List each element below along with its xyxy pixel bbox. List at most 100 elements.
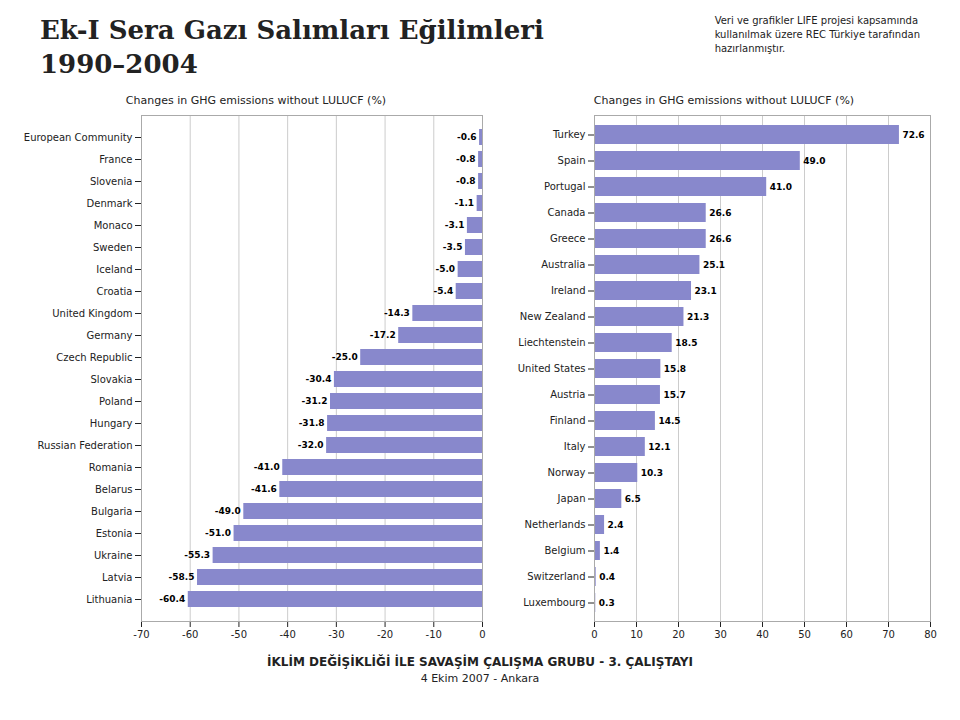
svg-text:Netherlands: Netherlands: [525, 519, 586, 530]
svg-text:80: 80: [924, 629, 937, 640]
svg-text:25.1: 25.1: [703, 260, 725, 270]
svg-text:Ukraine: Ukraine: [94, 550, 133, 561]
svg-text:Croatia: Croatia: [97, 286, 133, 297]
svg-text:Bulgaria: Bulgaria: [91, 506, 132, 517]
svg-text:15.7: 15.7: [663, 390, 685, 400]
svg-text:-25.0: -25.0: [332, 352, 358, 362]
svg-text:26.6: 26.6: [709, 208, 731, 218]
svg-text:Canada: Canada: [547, 207, 585, 218]
svg-text:72.6: 72.6: [902, 130, 924, 140]
svg-text:10: 10: [630, 629, 643, 640]
svg-text:-0.8: -0.8: [456, 154, 476, 164]
svg-text:Sweden: Sweden: [93, 242, 133, 253]
svg-text:-10: -10: [426, 629, 442, 640]
svg-text:-20: -20: [377, 629, 393, 640]
svg-text:France: France: [99, 154, 132, 165]
svg-text:2.4: 2.4: [608, 520, 624, 530]
svg-text:6.5: 6.5: [625, 494, 641, 504]
svg-text:-5.0: -5.0: [435, 264, 455, 274]
svg-text:49.0: 49.0: [803, 156, 825, 166]
svg-text:Norway: Norway: [548, 467, 586, 478]
svg-text:-60: -60: [182, 629, 198, 640]
svg-text:-41.0: -41.0: [254, 462, 280, 472]
svg-text:European Community: European Community: [24, 132, 133, 143]
svg-text:0: 0: [479, 629, 485, 640]
svg-text:40: 40: [756, 629, 769, 640]
svg-text:70: 70: [882, 629, 895, 640]
svg-text:21.3: 21.3: [687, 312, 709, 322]
svg-text:15.8: 15.8: [664, 364, 686, 374]
svg-text:-58.5: -58.5: [169, 572, 195, 582]
svg-text:0: 0: [591, 629, 597, 640]
svg-text:Luxembourg: Luxembourg: [523, 597, 585, 608]
svg-text:-1.1: -1.1: [454, 198, 474, 208]
svg-text:-40: -40: [279, 629, 295, 640]
svg-text:Belarus: Belarus: [95, 484, 133, 495]
svg-text:-51.0: -51.0: [205, 528, 231, 538]
svg-text:-41.6: -41.6: [251, 484, 277, 494]
svg-text:Liechtenstein: Liechtenstein: [518, 337, 585, 348]
svg-text:10.3: 10.3: [641, 468, 663, 478]
svg-text:Hungary: Hungary: [90, 418, 133, 429]
svg-text:-31.8: -31.8: [299, 418, 325, 428]
svg-text:-55.3: -55.3: [184, 550, 210, 560]
svg-text:Denmark: Denmark: [87, 198, 133, 209]
svg-text:Lithuania: Lithuania: [86, 594, 132, 605]
svg-text:-50: -50: [231, 629, 247, 640]
svg-text:Czech Republic: Czech Republic: [56, 352, 132, 363]
html-text:Ek-I Sera Gazı Salımları Eğili: Ek-I Sera Gazı Salımları Eğilimleri 1990…: [40, 15, 544, 79]
svg-text:-49.0: -49.0: [215, 506, 241, 516]
svg-text:-0.8: -0.8: [456, 176, 476, 186]
svg-text:Latvia: Latvia: [102, 572, 132, 583]
svg-text:Japan: Japan: [557, 493, 586, 504]
svg-text:-60.4: -60.4: [159, 594, 185, 604]
svg-text:Switzerland: Switzerland: [527, 571, 585, 582]
svg-text:-3.5: -3.5: [443, 242, 463, 252]
svg-text:Austria: Austria: [550, 389, 585, 400]
svg-text:-0.6: -0.6: [457, 132, 477, 142]
svg-text:-3.1: -3.1: [445, 220, 465, 230]
svg-text:-30: -30: [328, 629, 344, 640]
svg-text:Iceland: Iceland: [96, 264, 132, 275]
svg-text:Spain: Spain: [558, 155, 586, 166]
svg-text:Slovakia: Slovakia: [91, 374, 133, 385]
svg-text:Ireland: Ireland: [551, 285, 586, 296]
svg-text:20: 20: [672, 629, 685, 640]
svg-text:26.6: 26.6: [709, 234, 731, 244]
svg-text:-32.0: -32.0: [298, 440, 324, 450]
svg-text:1.4: 1.4: [603, 546, 619, 556]
svg-text:Romania: Romania: [89, 462, 133, 473]
svg-text:-31.2: -31.2: [302, 396, 328, 406]
svg-text:-70: -70: [133, 629, 149, 640]
svg-text:United States: United States: [518, 363, 586, 374]
svg-text:Poland: Poland: [99, 396, 132, 407]
svg-text:18.5: 18.5: [675, 338, 697, 348]
svg-text:Monaco: Monaco: [94, 220, 133, 231]
svg-text:Portugal: Portugal: [544, 181, 585, 192]
svg-text:0.3: 0.3: [599, 598, 615, 608]
svg-text:-30.4: -30.4: [305, 374, 331, 384]
svg-text:60: 60: [840, 629, 853, 640]
svg-text:Finland: Finland: [550, 415, 586, 426]
svg-text:Italy: Italy: [564, 441, 586, 452]
svg-text:Turkey: Turkey: [552, 129, 586, 140]
svg-text:0.4: 0.4: [599, 572, 615, 582]
svg-text:Slovenia: Slovenia: [90, 176, 133, 187]
svg-text:14.5: 14.5: [658, 416, 680, 426]
svg-text:50: 50: [798, 629, 811, 640]
svg-text:41.0: 41.0: [770, 182, 792, 192]
svg-text:Germany: Germany: [87, 330, 133, 341]
svg-text:-14.3: -14.3: [384, 308, 410, 318]
svg-text:New Zealand: New Zealand: [520, 311, 586, 322]
svg-text:Russian Federation: Russian Federation: [38, 440, 133, 451]
svg-text:23.1: 23.1: [695, 286, 717, 296]
svg-text:Belgium: Belgium: [545, 545, 586, 556]
svg-text:-5.4: -5.4: [434, 286, 454, 296]
svg-text:-17.2: -17.2: [370, 330, 396, 340]
svg-text:12.1: 12.1: [648, 442, 670, 452]
svg-text:Greece: Greece: [550, 233, 586, 244]
svg-text:Australia: Australia: [541, 259, 585, 270]
svg-text:United Kingdom: United Kingdom: [52, 308, 132, 319]
svg-text:30: 30: [714, 629, 727, 640]
svg-text:Estonia: Estonia: [96, 528, 133, 539]
